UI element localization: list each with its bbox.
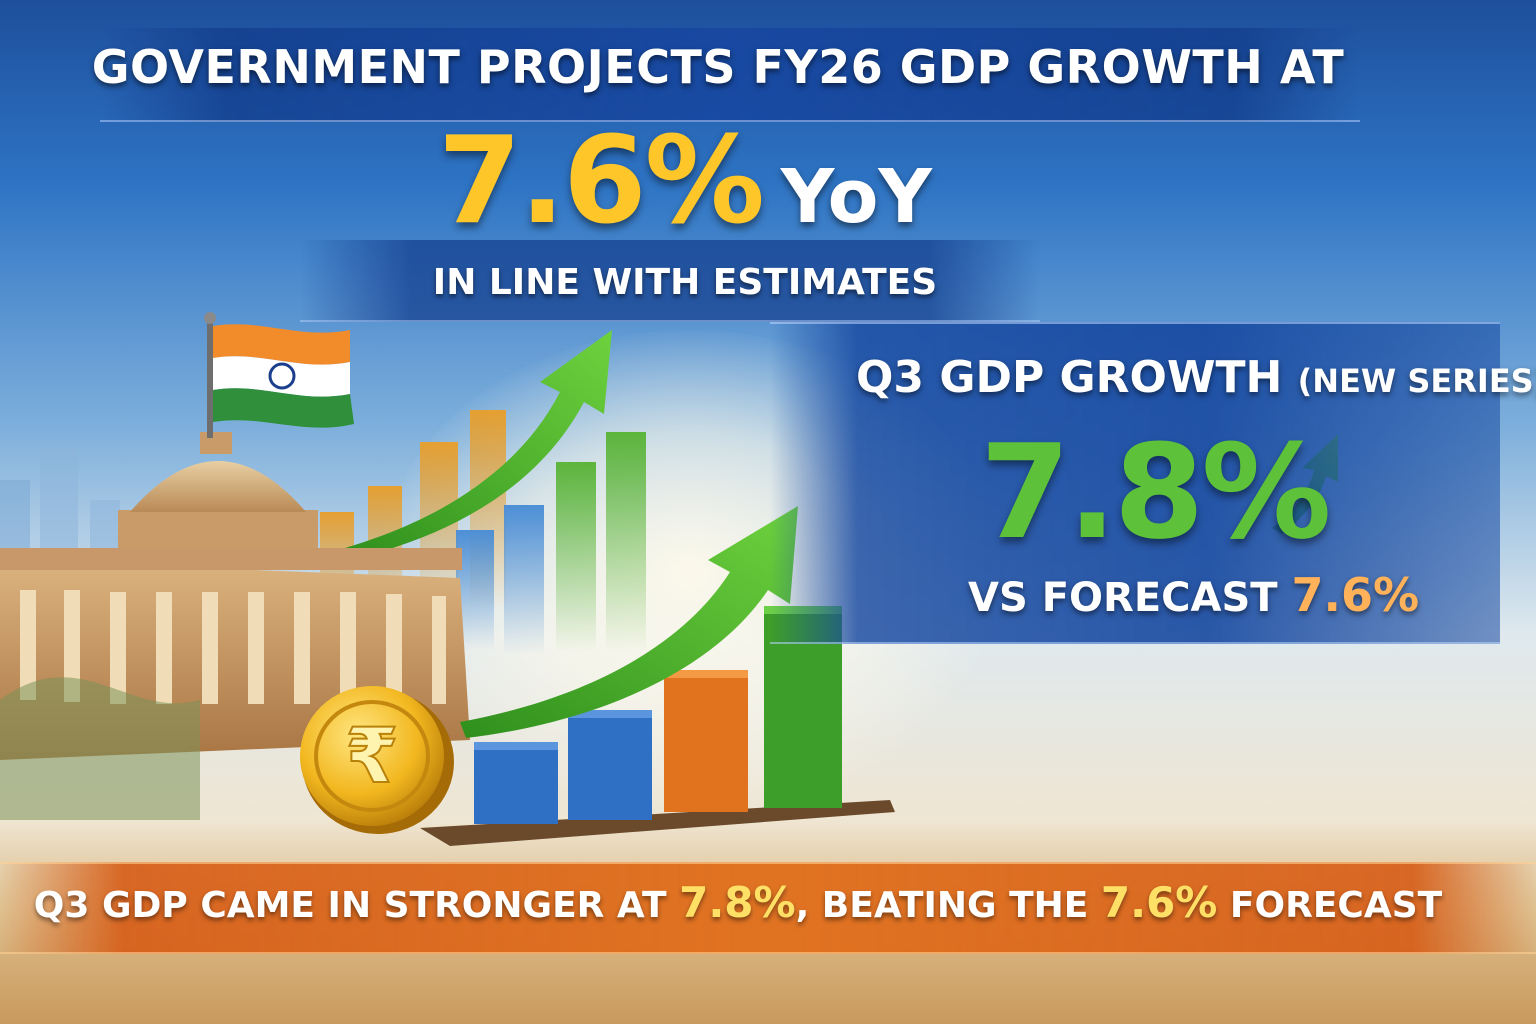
- bar-chart-icon: [474, 606, 842, 824]
- q3-title-suffix: (NEW SERIES): [1297, 362, 1536, 400]
- svg-text:₹: ₹: [346, 711, 399, 800]
- headline-band: [100, 28, 1360, 122]
- bottom-text-value2: 7.6%: [1100, 878, 1218, 927]
- bottom-text-part2: , BEATING THE: [795, 885, 1089, 926]
- growth-arrow-icon: [345, 330, 612, 560]
- fy26-growth-unit: YoY: [780, 154, 933, 240]
- q3-comparison: VS FORECAST 7.6%: [968, 568, 1419, 622]
- q3-panel: [770, 322, 1500, 644]
- growth-arrow-icon-lower: [460, 506, 798, 738]
- q3-growth-value: 7.8%: [980, 416, 1332, 568]
- q3-title: Q3 GDP GROWTH (NEW SERIES): [856, 352, 1536, 403]
- bottom-text-part3: FORECAST: [1229, 885, 1443, 926]
- fy26-growth: 7.6% YoY: [0, 112, 1370, 251]
- bottom-text-part1: Q3 GDP CAME IN STRONGER AT: [33, 885, 667, 926]
- rupee-coin-icon: ₹: [300, 686, 454, 834]
- q3-title-main: Q3 GDP GROWTH: [856, 352, 1283, 403]
- bottom-banner-text: Q3 GDP CAME IN STRONGER AT 7.8%, BEATING…: [0, 878, 1536, 927]
- subheadline: IN LINE WITH ESTIMATES: [432, 262, 938, 303]
- subheadline-band: [300, 240, 1040, 322]
- chart-platform: [420, 800, 895, 846]
- fy26-growth-value: 7.6%: [437, 112, 765, 251]
- q3-comparison-label: VS FORECAST: [968, 575, 1278, 621]
- headline: GOVERNMENT PROJECTS FY26 GDP GROWTH AT: [91, 40, 1345, 94]
- bottom-banner: [0, 862, 1536, 954]
- india-flag-icon: [204, 312, 354, 438]
- bottom-text-value1: 7.8%: [679, 878, 796, 927]
- q3-comparison-value: 7.6%: [1291, 568, 1420, 622]
